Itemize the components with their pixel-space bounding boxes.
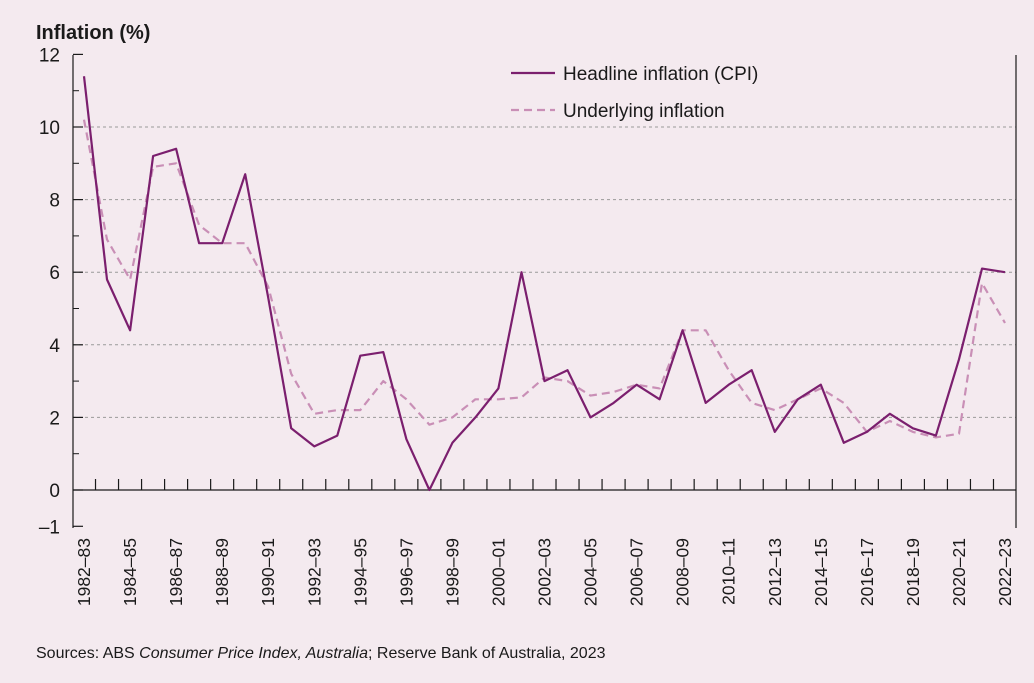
x-tick-label: 2014–15 <box>811 538 831 606</box>
headline-inflation-line <box>82 76 1006 492</box>
x-tick-label: 1998–99 <box>442 538 462 606</box>
y-axis-title: Inflation (%) <box>36 22 150 44</box>
x-tick-label: 2002–03 <box>535 538 555 606</box>
x-tick-label: 1992–93 <box>304 538 324 606</box>
x-tick-label: 2022–23 <box>995 538 1015 606</box>
x-tick-label: 2004–05 <box>581 538 601 606</box>
x-tick-label: 1984–85 <box>120 538 140 606</box>
x-tick-label: 2006–07 <box>627 538 647 606</box>
x-tick-label: 2000–01 <box>488 538 508 606</box>
y-tick-label: 6 <box>49 263 60 284</box>
series-layer <box>82 76 1006 492</box>
x-tick-label: 1994–95 <box>350 538 370 606</box>
x-tick-label: 2016–17 <box>857 538 877 606</box>
underlying-inflation-line <box>82 119 1006 439</box>
y-tick-label: 2 <box>49 408 60 429</box>
source-suffix: ; Reserve Bank of Australia, 2023 <box>368 645 606 662</box>
y-tick-label: 12 <box>39 45 60 66</box>
source-prefix: Sources: ABS <box>36 645 140 662</box>
x-tick-label: 1996–97 <box>396 538 416 606</box>
x-tick-label: 2020–21 <box>949 538 969 606</box>
y-tick-label: 4 <box>49 336 60 357</box>
x-tick-label: 1988–89 <box>212 538 232 606</box>
grid-layer <box>73 126 1016 418</box>
x-tick-label: 2012–13 <box>765 538 785 606</box>
x-tick-label: 1982–83 <box>74 538 94 606</box>
y-tick-label: 8 <box>49 191 60 212</box>
y-tick-label: –1 <box>39 517 60 538</box>
legend-label-headline: Headline inflation (CPI) <box>563 64 758 85</box>
legend: Headline inflation (CPI) Underlying infla… <box>511 64 758 122</box>
x-tick-label: 1990–91 <box>258 538 278 606</box>
x-tick-label: 1986–87 <box>166 538 186 606</box>
y-tick-label: 0 <box>49 481 60 502</box>
axis-layer: –1 0 2 4 6 8 10 12 1982–83 1984–85 1986–87 1988–89 1… <box>39 45 1017 606</box>
x-tick-label: 2010–11 <box>719 538 739 605</box>
x-tick-label: 2018–19 <box>903 538 923 606</box>
y-tick-label: 10 <box>39 118 60 139</box>
source-title: Consumer Price Index, Australia <box>139 645 369 662</box>
source-note: Sources: ABS Consumer Price Index, Austr… <box>36 645 605 663</box>
x-tick-label: 2008–09 <box>673 538 693 606</box>
legend-label-underlying: Underlying inflation <box>563 101 725 122</box>
